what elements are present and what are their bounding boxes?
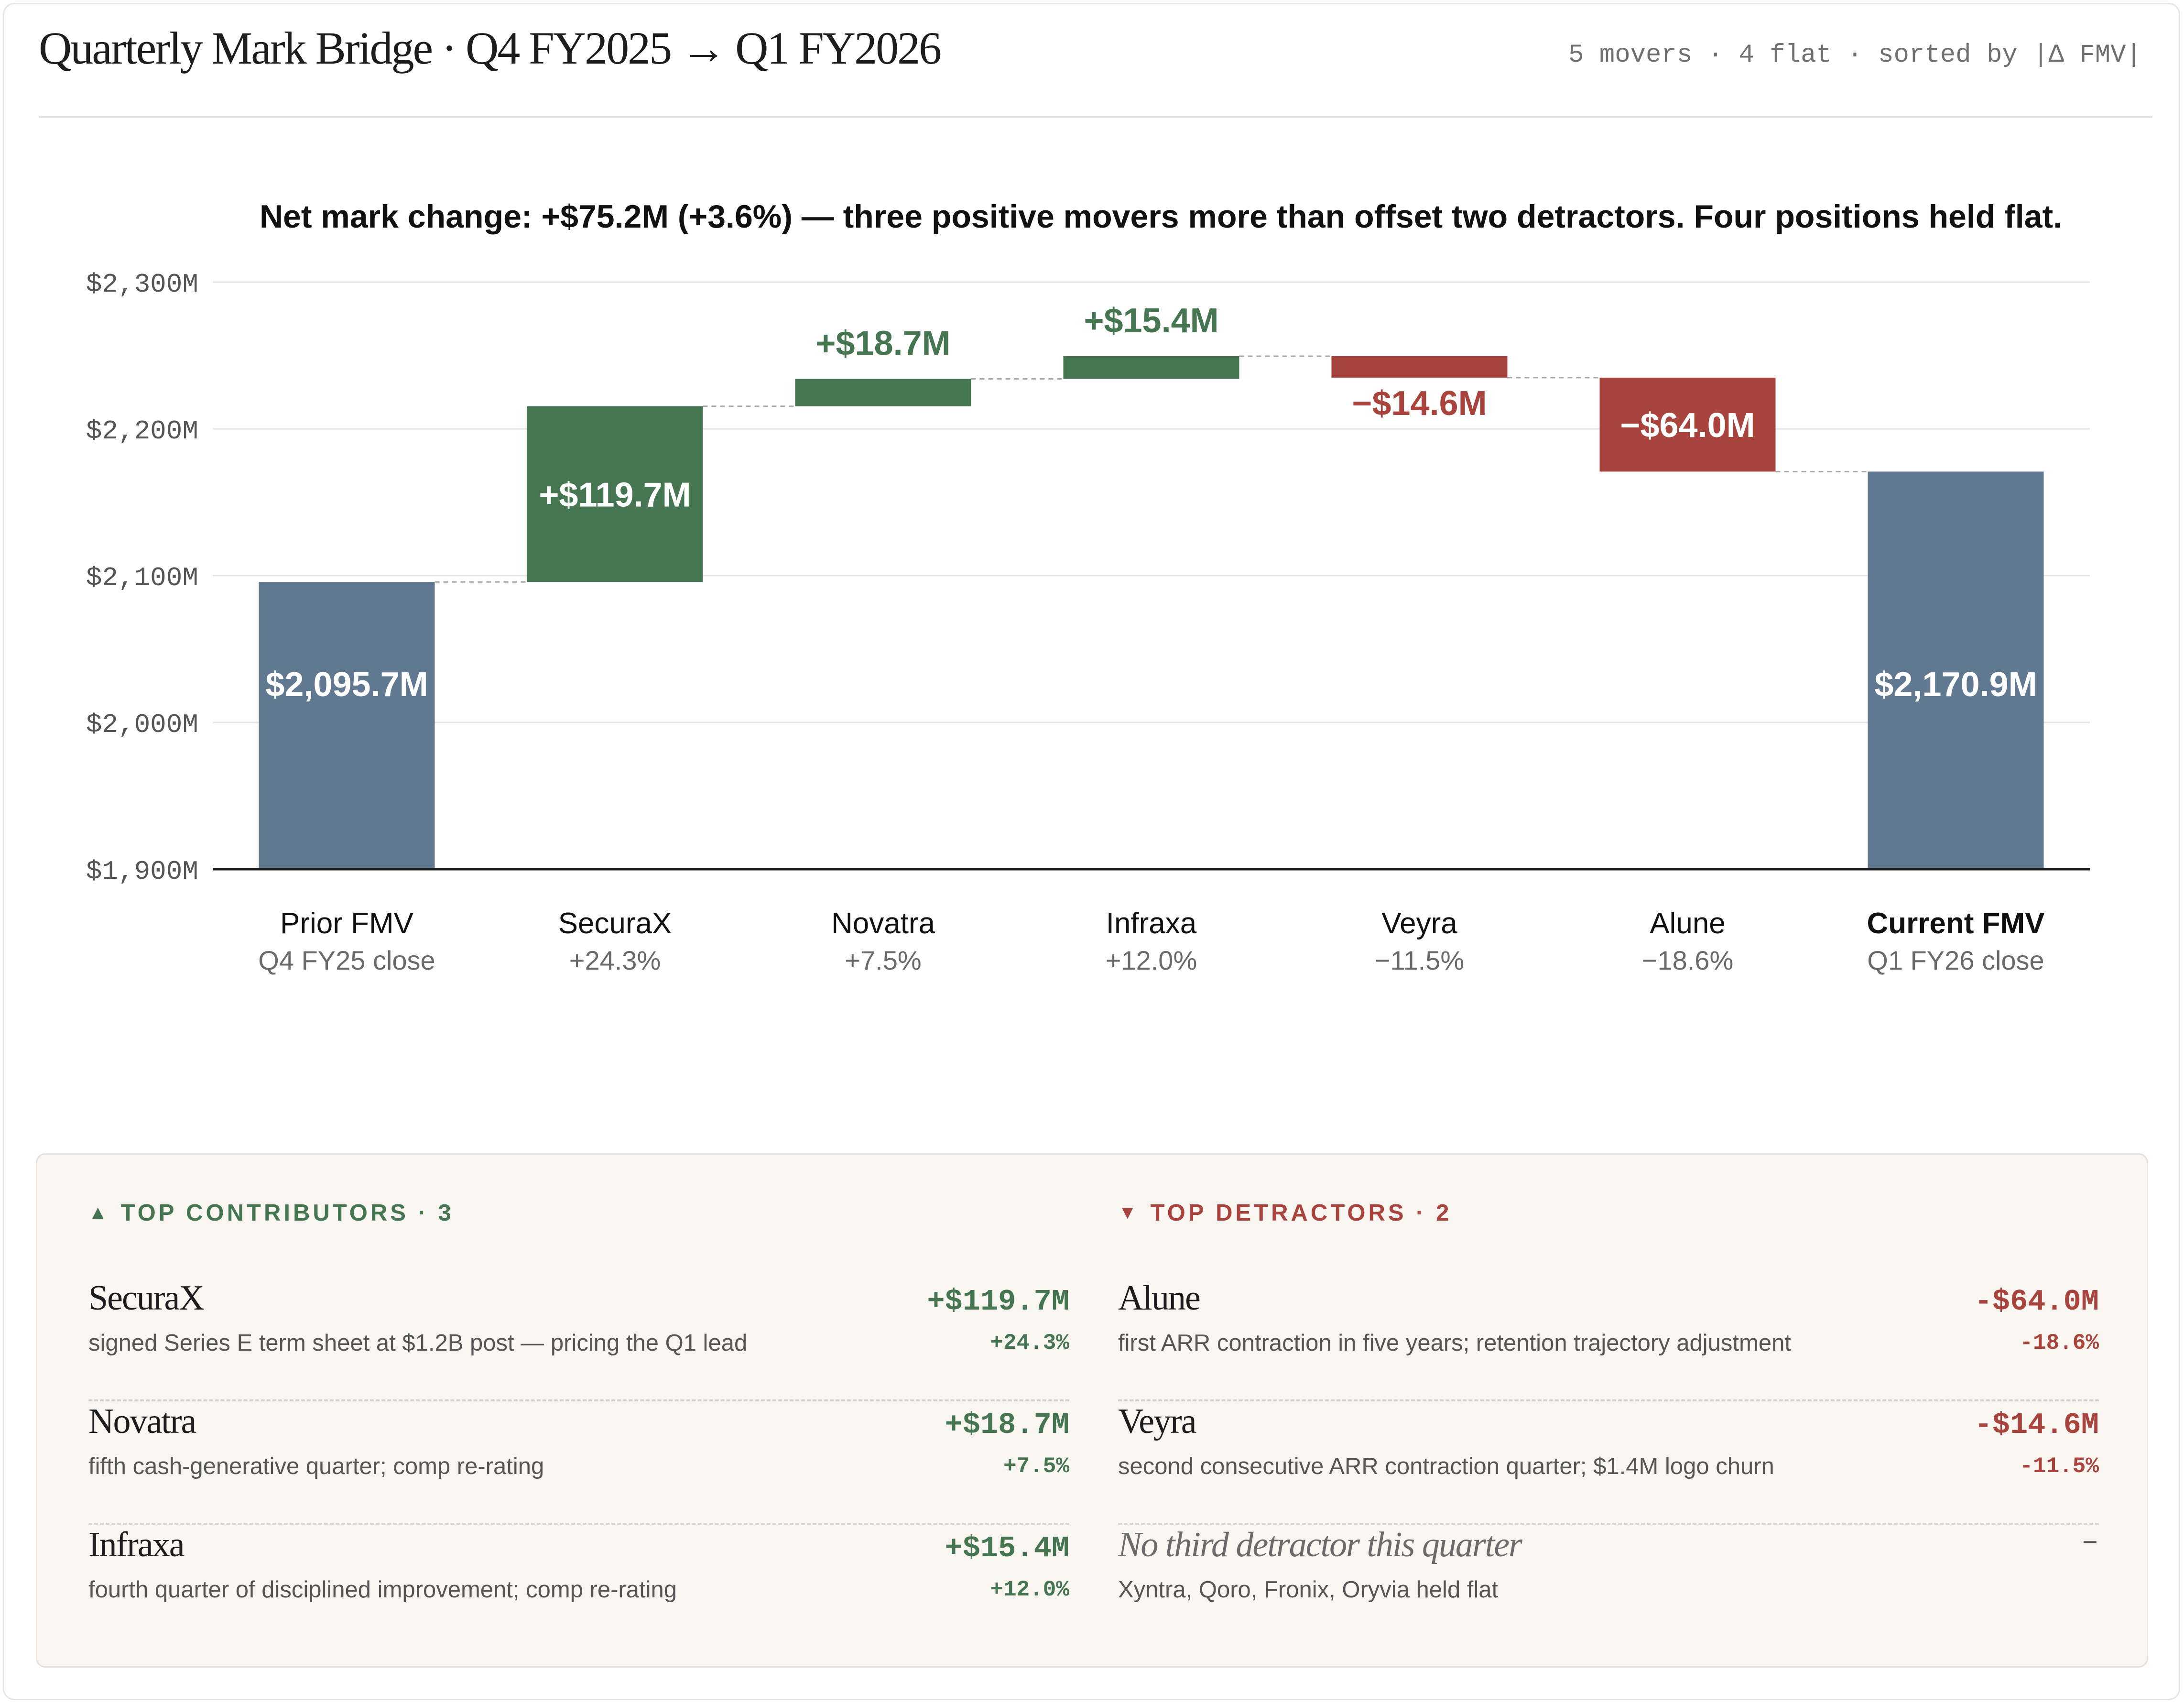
detractors-heading-label: TOP DETRACTORS · 2 [1150,1200,1452,1226]
detractor-placeholder-desc: Xyntra, Qoro, Fronix, Oryvia held flat [1118,1577,1499,1603]
contributor-desc: fifth cash-generative quarter; comp re-r… [88,1453,544,1479]
y-tick-label: $1,900M [86,856,198,887]
y-tick-label: $2,200M [86,416,198,447]
contributor-pct: +24.3% [990,1331,1069,1355]
detractor-placeholder-row: No third detractor this quarter Xyntra, … [1118,1525,2099,1648]
contributor-desc: fourth quarter of disciplined improvemen… [88,1577,677,1603]
contributor-pct: +7.5% [1003,1454,1069,1479]
bar-novatra [795,379,971,406]
x-tick-sublabel: +12.0% [1106,945,1197,975]
y-tick-label: $2,100M [86,563,198,593]
x-tick-sublabel: Q1 FY26 close [1867,945,2044,975]
x-tick-sublabel: +7.5% [845,945,921,975]
contributors-heading: ▲ TOP CONTRIBUTORS · 3 [88,1200,454,1226]
detractor-desc: second consecutive ARR contraction quart… [1118,1453,1774,1479]
contributor-row: SecuraX signed Series E term sheet at $1… [88,1278,1069,1401]
detractor-placeholder-amount: – [2081,1525,2099,1559]
summary-meta: 5 movers · 4 flat · sorted by |Δ FMV| [1568,41,2141,70]
row-divider [88,1523,1069,1525]
contributor-name: SecuraX [88,1278,205,1318]
data-label: +$15.4M [1084,302,1218,340]
x-tick-label: Novatra [831,907,935,940]
chart-title: Net mark change: +$75.2M (+3.6%) — three… [260,198,2062,235]
detractor-placeholder-name: No third detractor this quarter [1118,1525,1522,1564]
detractors-heading: ▼ TOP DETRACTORS · 2 [1118,1200,1452,1226]
triangle-down-icon: ▼ [1118,1202,1140,1223]
contributor-amount: +$18.7M [945,1408,1069,1442]
detractor-amount: -$64.0M [1974,1285,2099,1319]
movers-panel: ▲ TOP CONTRIBUTORS · 3 SecuraX signed Ser… [36,1153,2148,1668]
contributor-amount: +$15.4M [945,1531,1069,1565]
x-tick-sublabel: Q4 FY25 close [258,945,435,975]
x-tick-label: Current FMV [1867,907,2045,940]
detractor-amount: -$14.6M [1974,1408,2099,1442]
x-tick-sublabel: +24.3% [569,945,661,975]
bar-current-fmv [1868,471,2044,869]
detractor-name: Veyra [1118,1402,1197,1441]
contributor-amount: +$119.7M [927,1285,1069,1319]
data-label: +$119.7M [539,476,691,514]
x-tick-sublabel: −18.6% [1642,945,1734,975]
data-label: −$64.0M [1620,406,1755,445]
row-divider [88,1399,1069,1401]
y-tick-label: $2,300M [86,269,198,300]
contributor-name: Infraxa [88,1525,185,1564]
detractor-name: Alune [1118,1278,1201,1318]
contributor-row: Novatra fifth cash-generative quarter; c… [88,1401,1069,1525]
y-tick-label: $2,000M [86,710,198,740]
bar-alune [1599,377,1776,472]
x-tick-sublabel: −11.5% [1375,945,1464,975]
x-tick-label: SecuraX [558,907,672,940]
waterfall-chart: Net mark change: +$75.2M (+3.6%) — three… [86,198,2090,975]
row-divider [1118,1523,2099,1525]
bar-prior-fmv [259,582,435,869]
bar-infraxa [1063,356,1239,379]
data-label: −$14.6M [1352,384,1487,423]
contributor-name: Novatra [88,1402,196,1441]
data-label: $2,170.9M [1874,666,2037,704]
header-divider [39,116,2152,118]
x-tick-label: Veyra [1381,907,1457,940]
page-title: Quarterly Mark Bridge · Q4 FY2025 → Q1 F… [39,22,942,74]
data-label: +$18.7M [815,324,950,362]
bar-veyra [1331,356,1508,378]
detractor-pct: -18.6% [2020,1331,2099,1355]
detractor-pct: -11.5% [2020,1454,2099,1479]
x-tick-label: Alune [1650,907,1726,940]
triangle-up-icon: ▲ [88,1202,110,1223]
row-divider [1118,1399,2099,1401]
contributor-row: Infraxa fourth quarter of disciplined im… [88,1525,1069,1648]
contributor-pct: +12.0% [990,1577,1069,1602]
detractor-row: Veyra second consecutive ARR contraction… [1118,1401,2099,1525]
data-label: $2,095.7M [265,666,428,704]
contributors-heading-label: TOP CONTRIBUTORS · 3 [120,1200,454,1226]
x-tick-label: Prior FMV [280,907,414,940]
x-tick-label: Infraxa [1106,907,1197,940]
detractor-row: Alune first ARR contraction in five year… [1118,1278,2099,1401]
bar-securax [527,406,703,582]
contributor-desc: signed Series E term sheet at $1.2B post… [88,1330,748,1356]
detractor-desc: first ARR contraction in five years; ret… [1118,1330,1791,1356]
